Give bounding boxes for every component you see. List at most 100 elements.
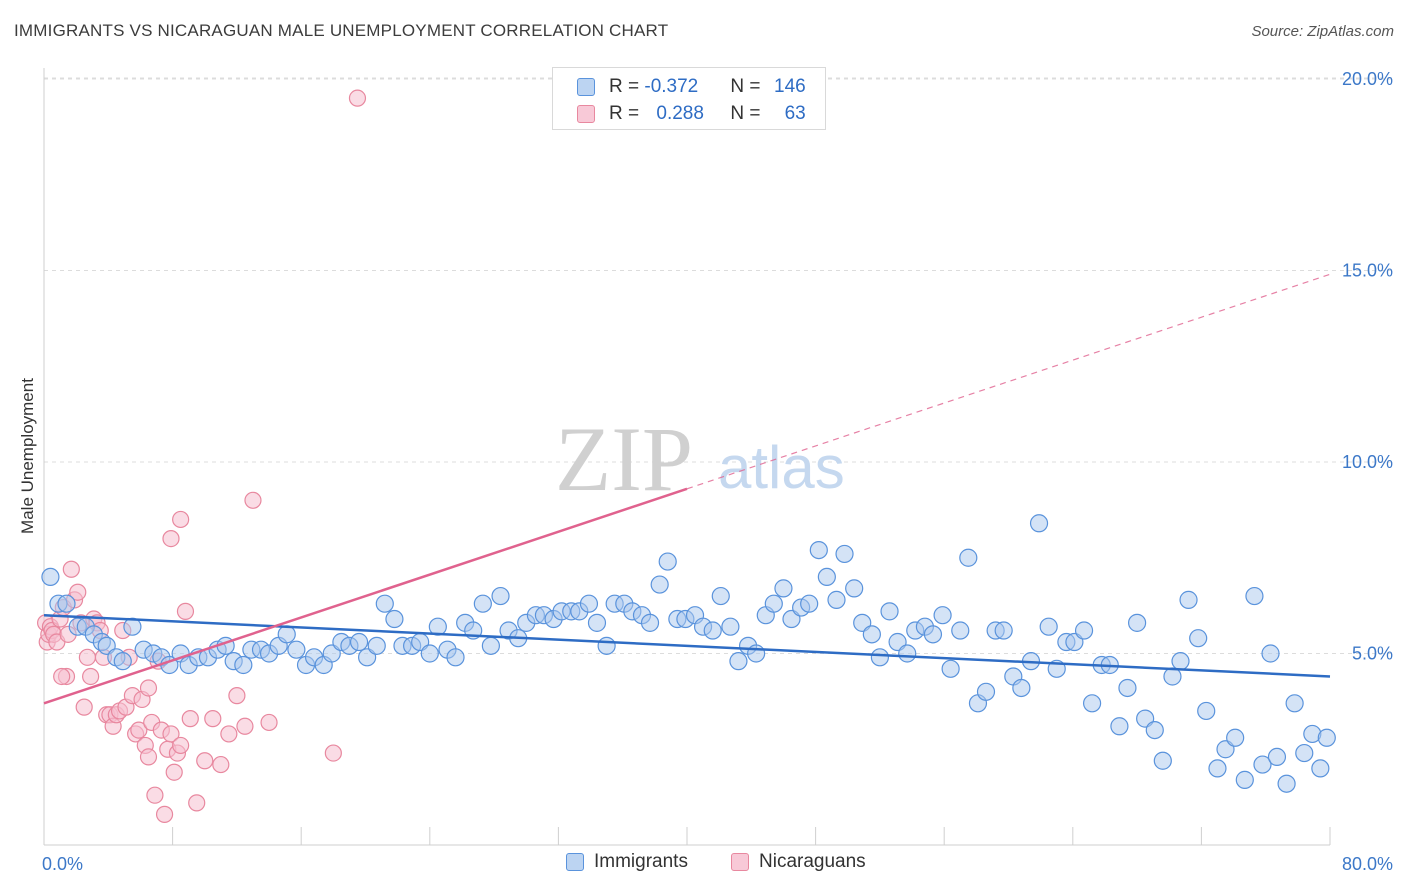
immigrants-point: [234, 655, 253, 675]
immigrants-point: [1311, 759, 1330, 778]
immigrants-point: [1082, 694, 1102, 713]
immigrants-point: [1197, 701, 1216, 721]
nicaraguans-point: [130, 721, 148, 739]
immigrants-point: [491, 586, 510, 606]
legend-n-value: 146: [774, 76, 806, 97]
nicaraguans-point: [228, 687, 246, 705]
immigrants-point: [1245, 586, 1264, 606]
bottom-legend-swatch-nicaraguans: [731, 853, 749, 871]
bottom-legend-label-nicaraguans: Nicaraguans: [759, 851, 866, 872]
immigrants-point: [1163, 667, 1182, 686]
nicaraguans-point: [146, 786, 164, 804]
immigrants-point: [349, 632, 369, 652]
immigrants-point: [711, 586, 730, 606]
immigrants-point: [703, 621, 722, 640]
immigrants-point: [1253, 755, 1272, 774]
y-axis-label: Male Unemployment: [18, 378, 37, 534]
immigrants-point: [933, 606, 952, 625]
nicaraguans-trend-line: [43, 487, 688, 705]
immigrants-point: [1317, 728, 1336, 747]
x-tick-label: 0.0%: [42, 854, 83, 874]
nicaraguans-point: [155, 805, 174, 823]
nicaraguans-point: [220, 725, 238, 743]
legend-n-value: 63: [784, 103, 806, 124]
immigrants-point: [41, 567, 60, 587]
legend-row-immigrants: R = -0.372 N = 146: [577, 74, 806, 100]
legend-r-label: R =: [609, 76, 645, 97]
legend-n-label: N =: [730, 103, 766, 124]
y-tick-label: 15.0%: [1342, 261, 1393, 281]
nicaraguans-point: [236, 717, 254, 735]
chart-title: IMMIGRANTS VS NICARAGUAN MALE UNEMPLOYME…: [14, 21, 669, 40]
immigrants-point: [1189, 629, 1208, 648]
nicaraguans-point: [212, 755, 230, 774]
immigrants-point: [375, 594, 394, 613]
nicaraguans-points: [37, 89, 367, 823]
immigrants-point: [764, 594, 783, 613]
nicaraguans-point: [188, 794, 206, 812]
nicaraguans-point: [176, 602, 195, 620]
immigrants-point: [579, 594, 599, 613]
nicaraguans-trend-extrapolation: [686, 273, 1331, 490]
immigrants-point: [1039, 617, 1058, 636]
nicaraguans-point: [172, 510, 190, 529]
immigrants-point: [473, 594, 492, 613]
immigrants-point: [817, 567, 836, 587]
immigrants-point: [862, 625, 881, 644]
immigrants-point: [774, 579, 793, 598]
immigrants-point: [1074, 621, 1094, 640]
immigrants-point: [729, 652, 748, 671]
legend-row-nicaraguans: R = 0.288 N = 63: [577, 101, 806, 127]
nicaraguans-point: [162, 725, 180, 743]
nicaraguans-point: [78, 648, 97, 666]
immigrants-point: [898, 644, 917, 663]
gridlines: [44, 77, 1394, 654]
nicaraguans-point: [181, 710, 199, 728]
x-tick-label: 80.0%: [1342, 854, 1393, 874]
immigrants-point: [113, 652, 132, 671]
immigrants-point: [959, 548, 978, 567]
nicaraguans-point: [324, 744, 342, 762]
axes: [43, 68, 1331, 846]
trend-lines: [43, 273, 1331, 705]
immigrants-point: [1179, 590, 1198, 609]
bottom-legend-swatch-immigrants: [566, 853, 584, 871]
nicaraguans-point: [172, 736, 190, 755]
watermark-atlas: atlas: [718, 434, 845, 501]
nicaraguans-point: [82, 667, 100, 686]
immigrants-point: [1145, 720, 1164, 740]
bottom-legend-immigrants: Immigrants: [566, 851, 688, 873]
immigrants-point: [385, 609, 404, 629]
nicaraguans-point: [139, 748, 158, 766]
legend-n-label: N =: [730, 76, 766, 97]
immigrants-point: [420, 644, 439, 663]
legend-swatch-nicaraguans: [577, 105, 595, 123]
immigrants-point: [1208, 759, 1227, 778]
nicaraguans-point: [62, 560, 80, 578]
immigrants-point: [800, 594, 819, 613]
nicaraguans-point: [69, 583, 87, 601]
y-tick-label: 20.0%: [1342, 69, 1393, 89]
legend-r-label: R =: [609, 103, 645, 124]
immigrants-point: [941, 659, 960, 678]
nicaraguans-point: [260, 713, 278, 732]
nicaraguans-point: [244, 491, 262, 509]
bottom-legend-nicaraguans: Nicaraguans: [731, 851, 866, 873]
immigrants-point: [640, 613, 660, 632]
nicaraguans-point: [53, 667, 71, 686]
immigrants-point: [367, 636, 386, 655]
immigrants-point: [57, 594, 76, 613]
immigrants-point: [650, 575, 669, 594]
immigrants-point: [721, 617, 740, 636]
immigrants-point: [809, 540, 828, 560]
immigrants-point: [870, 648, 890, 667]
immigrants-points: [41, 514, 1336, 793]
immigrants-point: [1110, 717, 1129, 736]
immigrants-point: [1171, 652, 1190, 671]
immigrants-point: [1261, 644, 1280, 663]
nicaraguans-point: [196, 752, 214, 770]
immigrants-point: [1127, 613, 1147, 632]
y-tick-label: 5.0%: [1352, 644, 1393, 664]
immigrants-point: [446, 648, 465, 667]
